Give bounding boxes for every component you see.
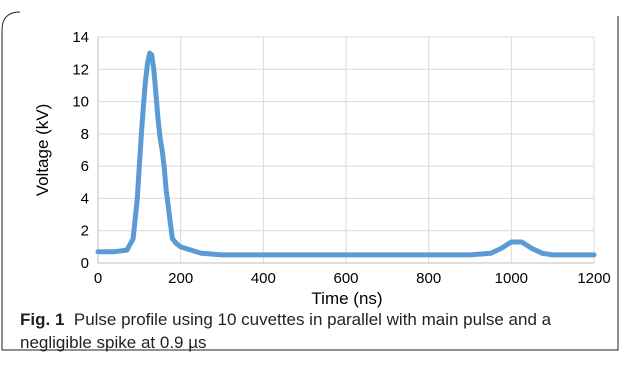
chart-axes (97, 37, 594, 264)
caption-text: Pulse profile using 10 cuvettes in paral… (20, 310, 552, 352)
voltage-series-line (95, 50, 597, 258)
figure-border (1, 11, 619, 351)
x-tick-label: 600 (333, 270, 358, 287)
x-tick-labels: 0 200 400 600 800 1000 1200 (94, 270, 611, 287)
x-tick-label: 0 (94, 270, 102, 287)
y-axis-label: Voltage (kV) (33, 104, 52, 197)
y-tick-label: 4 (81, 190, 89, 207)
y-tick-label: 8 (81, 126, 89, 143)
x-tick-label: 800 (416, 270, 441, 287)
y-tick-label: 2 (81, 223, 89, 240)
x-tick-label: 400 (251, 270, 276, 287)
y-tick-label: 12 (72, 61, 89, 78)
x-tick-label: 1000 (495, 270, 528, 287)
y-tick-label: 14 (72, 29, 89, 46)
y-tick-label: 0 (81, 255, 89, 272)
x-tick-label: 1200 (577, 270, 610, 287)
x-axis-label: Time (ns) (311, 289, 382, 308)
y-tick-label: 6 (81, 158, 89, 175)
figure-caption: Fig. 1 Pulse profile using 10 cuvettes i… (20, 308, 600, 354)
x-tick-label: 200 (168, 270, 193, 287)
figure-label: Fig. 1 (20, 310, 65, 329)
y-tick-labels: 0 2 4 6 8 10 12 14 (72, 29, 89, 272)
y-tick-label: 10 (72, 94, 89, 111)
chart-grid (98, 36, 595, 263)
